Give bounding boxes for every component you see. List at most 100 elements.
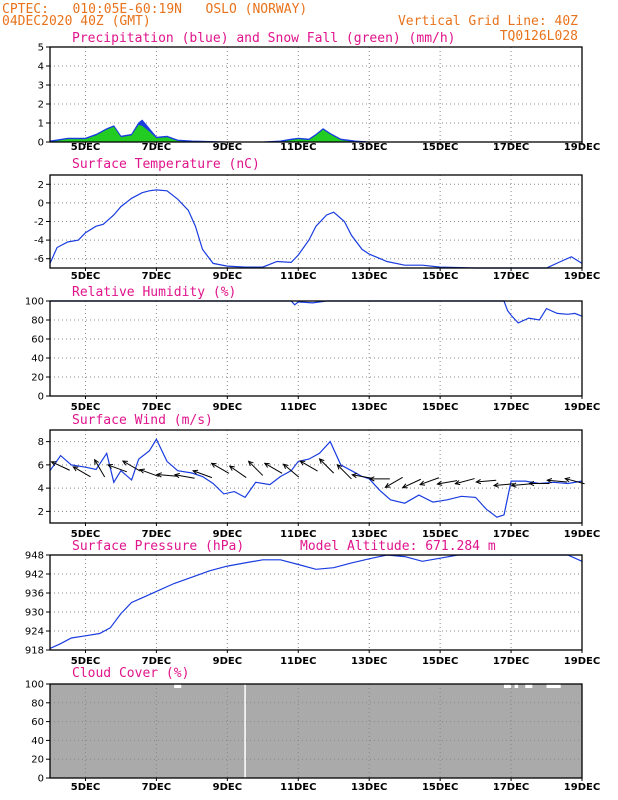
wind-arrow-head bbox=[528, 480, 535, 487]
x-tick-label: 9DEC bbox=[213, 656, 242, 667]
wind-arrow bbox=[319, 458, 335, 474]
wind-arrow bbox=[385, 476, 403, 488]
wind-arrow-head bbox=[72, 466, 79, 472]
y-tick-label: 2 bbox=[38, 100, 44, 111]
x-tick-label: 5DEC bbox=[71, 656, 100, 667]
x-tick-label: 13DEC bbox=[351, 271, 387, 282]
series-line bbox=[49, 189, 583, 269]
x-tick-label: 7DEC bbox=[142, 271, 171, 282]
panel-title: Surface Pressure (hPa) bbox=[72, 539, 244, 554]
plot-frame bbox=[49, 554, 583, 651]
wind-arrow bbox=[122, 460, 141, 472]
y-tick-label: 2 bbox=[38, 180, 44, 191]
wind-arrow bbox=[73, 466, 91, 478]
x-tick-label: 19DEC bbox=[564, 402, 600, 413]
wind-arrow-head bbox=[546, 478, 553, 484]
x-tick-label: 11DEC bbox=[280, 529, 316, 540]
x-tick-label: 17DEC bbox=[493, 402, 529, 413]
wind-arrow bbox=[352, 474, 373, 479]
wind-arrow-head bbox=[492, 482, 499, 488]
plot-frame bbox=[49, 46, 583, 143]
x-tick-label: 15DEC bbox=[422, 402, 458, 413]
wind-arrow bbox=[283, 463, 300, 478]
wind-arrow-head bbox=[436, 480, 443, 486]
panel-3: 0 20 40 60 80 100 5DEC 7DEC 9DEC 11DEC 13DEC 15DEC 1… bbox=[25, 285, 600, 413]
panel-title: Precipitation (blue) and Snow Fall (gree… bbox=[72, 31, 456, 46]
x-tick-label: 9DEC bbox=[213, 142, 242, 153]
wind-arrow-head bbox=[138, 468, 145, 474]
x-tick-label: 15DEC bbox=[422, 142, 458, 153]
x-tick-label: 11DEC bbox=[280, 782, 316, 793]
y-tick-label: 3 bbox=[38, 81, 44, 92]
wind-arrow-head bbox=[106, 463, 114, 469]
x-tick-label: 13DEC bbox=[351, 142, 387, 153]
y-tick-label: 60 bbox=[31, 717, 44, 728]
wind-arrow bbox=[299, 460, 318, 472]
panel-title: Relative Humidity (%) bbox=[72, 285, 236, 300]
y-tick-label: 40 bbox=[31, 736, 44, 747]
cloud-notch bbox=[546, 684, 561, 688]
wind-arrow-head bbox=[475, 479, 482, 485]
wind-arrow bbox=[493, 483, 514, 487]
wind-arrow bbox=[264, 462, 283, 474]
x-tick-label: 11DEC bbox=[280, 271, 316, 282]
x-tick-label: 7DEC bbox=[142, 782, 171, 793]
x-tick-label: 15DEC bbox=[422, 529, 458, 540]
wind-arrow bbox=[336, 464, 352, 480]
x-tick-label: 7DEC bbox=[142, 142, 171, 153]
wind-arrow bbox=[229, 465, 247, 478]
wind-arrow bbox=[211, 462, 230, 474]
y-tick-label: 948 bbox=[25, 551, 44, 562]
x-tick-label: 7DEC bbox=[142, 656, 171, 667]
wind-arrow-head bbox=[299, 460, 306, 466]
y-tick-label: -2 bbox=[34, 217, 44, 228]
wind-arrow-head bbox=[336, 463, 343, 470]
x-tick-label: 7DEC bbox=[142, 402, 171, 413]
wind-arrow-head bbox=[510, 482, 517, 488]
x-tick-label: 13DEC bbox=[351, 656, 387, 667]
y-tick-label: 918 bbox=[25, 646, 44, 657]
y-tick-label: 1 bbox=[38, 119, 44, 130]
y-tick-label: 40 bbox=[31, 354, 44, 365]
wind-arrow-head bbox=[94, 458, 100, 465]
wind-arrow bbox=[476, 479, 497, 483]
y-tick-label: 80 bbox=[31, 698, 44, 709]
x-tick-label: 19DEC bbox=[564, 656, 600, 667]
x-tick-label: 11DEC bbox=[280, 142, 316, 153]
cloud-notch bbox=[514, 684, 519, 688]
wind-arrow bbox=[565, 478, 585, 485]
wind-arrow-head bbox=[173, 472, 180, 479]
header-location: CPTEC: 010:05E-60:19N OSLO (NORWAY) bbox=[2, 2, 307, 17]
x-tick-label: 9DEC bbox=[213, 529, 242, 540]
y-tick-label: 5 bbox=[38, 43, 44, 54]
panel-5: 918 924 930 936 942 948 5DEC 7DEC 9DEC 11DEC 13DEC… bbox=[25, 539, 600, 667]
panels: 0 1 2 3 4 5 5DEC 7DEC 9DEC 11DEC 13DEC 15DEC 17DEC 19… bbox=[25, 31, 600, 793]
wind-arrow-head bbox=[228, 465, 235, 471]
x-tick-label: 13DEC bbox=[351, 529, 387, 540]
x-tick-label: 5DEC bbox=[71, 529, 100, 540]
wind-arrow-head bbox=[454, 480, 461, 486]
x-tick-label: 19DEC bbox=[564, 271, 600, 282]
wind-arrow bbox=[511, 483, 532, 487]
wind-arrow-head bbox=[263, 462, 270, 468]
cloud-notch bbox=[525, 684, 533, 688]
y-tick-label: 0 bbox=[38, 138, 44, 149]
y-tick-label: -6 bbox=[34, 254, 44, 265]
wind-arrow bbox=[419, 477, 440, 486]
x-tick-label: 17DEC bbox=[493, 782, 529, 793]
x-tick-label: 9DEC bbox=[213, 782, 242, 793]
x-tick-label: 11DEC bbox=[280, 656, 316, 667]
y-tick-label: 4 bbox=[38, 62, 44, 73]
wind-arrow-head bbox=[155, 472, 162, 478]
wind-arrow bbox=[51, 461, 70, 471]
series-line bbox=[49, 554, 583, 649]
panel-title: Surface Temperature (nC) bbox=[72, 157, 260, 172]
x-tick-label: 17DEC bbox=[493, 529, 529, 540]
x-tick-label: 5DEC bbox=[71, 142, 100, 153]
panel-1: 0 1 2 3 4 5 5DEC 7DEC 9DEC 11DEC 13DEC 15DEC 17DEC 19… bbox=[38, 31, 601, 153]
y-tick-label: 2 bbox=[38, 507, 44, 518]
wind-arrow bbox=[455, 478, 475, 485]
y-tick-label: 942 bbox=[25, 570, 44, 581]
y-tick-label: 20 bbox=[31, 755, 44, 766]
y-tick-label: 20 bbox=[31, 373, 44, 384]
